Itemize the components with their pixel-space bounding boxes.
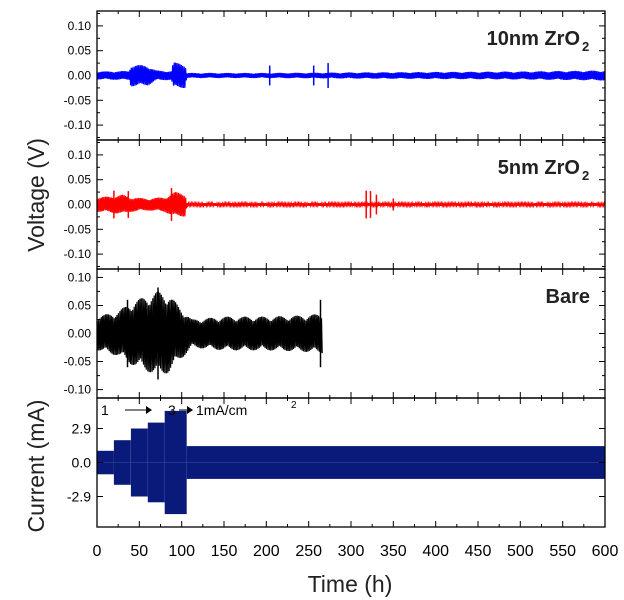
- panel-label-subscript: 2: [582, 39, 589, 54]
- x-tick-label: 0: [93, 543, 102, 560]
- annotation-arrowhead: [187, 406, 193, 414]
- x-tick-label: 550: [549, 543, 576, 560]
- current-axis-label: Current (mA): [23, 400, 49, 533]
- y-tick-label: 0.00: [68, 198, 92, 212]
- voltage-panel: 0.10 0.05 0.00 -0.05 -0.10 Bare: [64, 268, 606, 399]
- x-tick-label: 250: [295, 543, 322, 560]
- x-tick-label: 100: [168, 543, 195, 560]
- voltage-panel: 0.10 0.05 0.00 -0.05 -0.10 5nm ZrO 2: [64, 139, 606, 270]
- y-tick-label: 0.05: [68, 173, 92, 187]
- panel-label: 10nm ZrO: [487, 28, 580, 50]
- y-tick-label: 0.10: [68, 270, 92, 284]
- x-axis-tick-labels: 0 50 100 150 200 250 300 350 400 450 500 550 600: [93, 543, 619, 560]
- y-tick-label: 0.10: [68, 19, 92, 33]
- voltage-series-line: [96, 291, 323, 374]
- y-tick-label: -0.10: [64, 383, 92, 397]
- current-panel: 2.9 0.0 -2.9 1 3 1mA/cm 2: [67, 397, 606, 528]
- y-tick-label: -2.9: [67, 489, 91, 505]
- x-tick-label: 150: [211, 543, 238, 560]
- y-tick-label: 2.9: [72, 421, 92, 437]
- annotation-arrowhead: [146, 406, 152, 414]
- x-axis-label: Time (h): [308, 571, 393, 597]
- y-tick-label: 0.00: [68, 327, 92, 341]
- x-tick-label: 350: [380, 543, 407, 560]
- x-tick-label: 600: [592, 543, 619, 560]
- y-tick-label: 0.05: [68, 44, 92, 58]
- panel-frame: [96, 397, 606, 528]
- voltage-panel: 0.10 0.05 0.00 -0.05 -0.10 10nm ZrO 2: [64, 10, 606, 141]
- annotation-end: 1mA/cm: [196, 402, 247, 418]
- y-tick-label: 0.05: [68, 299, 92, 313]
- y-tick-label: 0.0: [72, 455, 92, 471]
- voltage-series-line: [96, 192, 606, 217]
- y-tick-label: -0.10: [64, 247, 92, 261]
- y-tick-label: -0.05: [64, 93, 92, 107]
- y-tick-label: -0.10: [64, 118, 92, 132]
- x-tick-label: 400: [422, 543, 449, 560]
- x-tick-label: 300: [338, 543, 365, 560]
- y-tick-label: 0.10: [68, 148, 92, 162]
- y-tick-label: -0.05: [64, 355, 92, 369]
- x-tick-label: 500: [507, 543, 534, 560]
- annotation-superscript: 2: [291, 400, 297, 411]
- panel-label: 5nm ZrO: [498, 157, 580, 179]
- annotation-start: 1: [101, 402, 109, 418]
- panel-label-subscript: 2: [582, 168, 589, 183]
- y-tick-label: -0.05: [64, 222, 92, 236]
- x-tick-label: 50: [130, 543, 148, 560]
- voltage-series-line: [96, 62, 606, 89]
- x-tick-label: 200: [253, 543, 280, 560]
- x-tick-label: 450: [465, 543, 492, 560]
- annotation-mid: 3: [168, 402, 176, 418]
- voltage-axis-label: Voltage (V): [23, 138, 49, 252]
- panel-label: Bare: [546, 286, 590, 308]
- y-tick-label: 0.00: [68, 69, 92, 83]
